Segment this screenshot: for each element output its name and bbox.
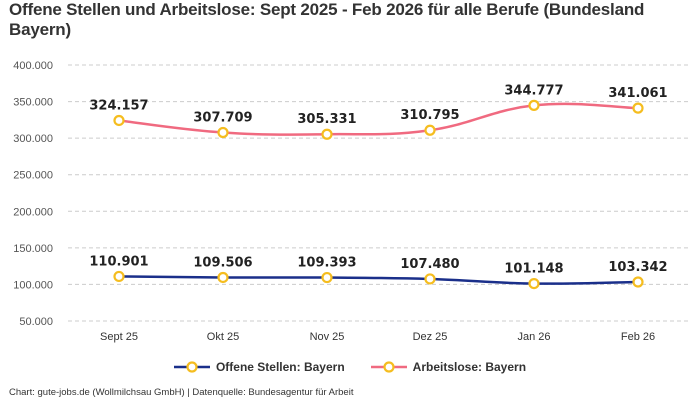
y-tick-label: 400.000: [13, 60, 53, 72]
data-label: 101.148: [504, 262, 563, 277]
legend-item-arbeitslose[interactable]: Arbeitslose: Bayern: [370, 360, 527, 374]
legend-label: Arbeitslose: Bayern: [412, 360, 527, 374]
source-footer: Chart: gute-jobs.de (Wollmilchsau GmbH) …: [9, 387, 354, 398]
legend-item-offene-stellen[interactable]: Offene Stellen: Bayern: [173, 360, 345, 374]
data-point-marker[interactable]: [321, 271, 333, 284]
y-tick-label: 150.000: [13, 243, 53, 255]
data-point-marker[interactable]: [632, 102, 644, 114]
data-label: 109.393: [297, 256, 356, 271]
x-tick-label: Jan 26: [517, 331, 550, 343]
series-line: [118, 102, 639, 136]
x-tick-label: Nov 25: [310, 331, 345, 343]
data-point-marker[interactable]: [217, 126, 229, 139]
data-point-marker[interactable]: [424, 273, 436, 285]
data-label: 110.901: [89, 254, 148, 269]
y-tick-label: 300.000: [13, 133, 53, 145]
legend-label: Offene Stellen: Bayern: [215, 360, 345, 374]
data-label: 305.331: [297, 112, 356, 127]
data-label: 103.342: [608, 260, 667, 275]
data-point-marker[interactable]: [217, 271, 229, 284]
series-markers: [113, 99, 644, 290]
y-tick-label: 350.000: [13, 97, 53, 109]
x-tick-label: Sept 25: [100, 331, 138, 343]
series-lines: [118, 102, 639, 285]
legend-line-marker-icon: [370, 361, 407, 373]
data-point-marker[interactable]: [113, 270, 125, 283]
data-label: 344.777: [504, 83, 563, 98]
data-label: 310.795: [400, 108, 459, 123]
x-axis-ticks: Sept 25 Okt 25 Nov 25 Dez 25 Jan 26 Feb 26: [100, 331, 655, 343]
data-point-marker[interactable]: [113, 114, 125, 127]
y-tick-label: 100.000: [13, 279, 53, 291]
y-tick-label: 50.000: [19, 316, 53, 328]
legend-line-marker-icon: [173, 361, 210, 373]
data-label: 307.709: [193, 111, 252, 126]
data-label: 324.157: [89, 98, 148, 113]
y-tick-label: 200.000: [13, 206, 53, 218]
data-point-marker[interactable]: [321, 128, 333, 140]
data-point-marker[interactable]: [528, 99, 540, 111]
data-label: 341.061: [608, 86, 667, 101]
x-tick-label: Okt 25: [207, 331, 239, 343]
data-label: 107.480: [400, 257, 459, 272]
data-point-marker[interactable]: [424, 124, 436, 136]
data-labels: 110.901 109.506 109.393 107.480 101.148 103.3…: [89, 83, 667, 276]
data-label: 109.506: [193, 255, 252, 270]
chart-title: Offene Stellen und Arbeitslose: Sept 202…: [9, 0, 645, 39]
y-axis-ticks: 50.000 100.000 150.000 200.000 250.000 300.00…: [13, 60, 53, 328]
gridlines: [68, 64, 688, 322]
series-line: [118, 275, 639, 285]
data-point-marker[interactable]: [528, 277, 540, 290]
data-point-marker[interactable]: [632, 276, 644, 288]
y-tick-label: 250.000: [13, 170, 53, 182]
x-tick-label: Feb 26: [621, 331, 655, 343]
x-tick-label: Dez 25: [413, 331, 448, 343]
legend: Offene Stellen: Bayern Arbeitslose: Baye…: [0, 360, 700, 374]
